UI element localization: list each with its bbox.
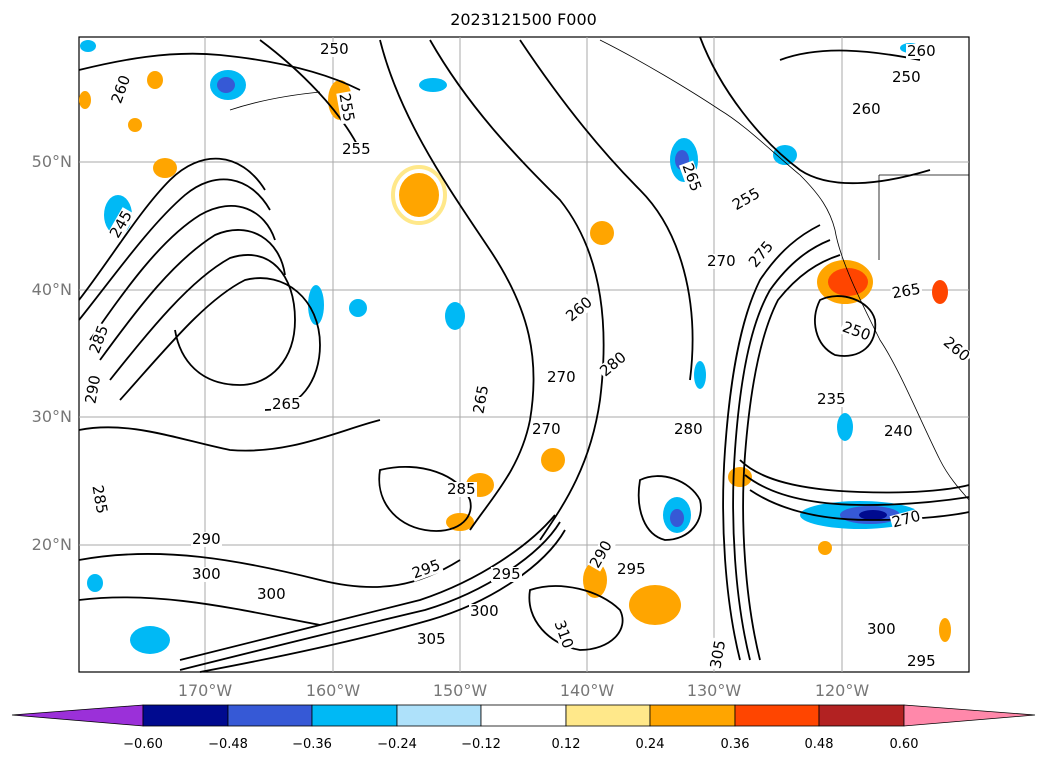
contour-label: 270 [531,420,562,438]
colorbar-tick: 0.36 [720,737,750,752]
lon-label-150w: 150°W [432,681,488,700]
contour-label: 300 [469,602,500,620]
contour-label: 250 [319,40,350,58]
map-title: 2023121500 F000 [450,10,597,29]
contour-label: 285 [446,480,477,498]
contour-label: 270 [546,368,577,386]
lon-label-130w: 130°W [686,681,742,700]
lat-label-40n: 40°N [31,280,72,299]
lat-label-20n: 20°N [31,535,72,554]
lon-label-170w: 170°W [177,681,233,700]
contour-label: 235 [816,390,847,408]
contour-label: 255 [341,140,372,158]
colorbar [11,704,1036,727]
colorbar-tick: 0.12 [551,737,581,752]
contour-label: 300 [866,620,897,638]
coastline [229,39,970,501]
contour-label: 265 [271,395,302,413]
contour-label: 295 [616,560,647,578]
contour-label: 270 [706,252,737,270]
colorbar-tick: −0.12 [461,737,501,752]
lat-label-30n: 30°N [31,407,72,426]
colorbar-tick: −0.36 [292,737,332,752]
lon-label-120w: 120°W [814,681,870,700]
contour-label: 280 [673,420,704,438]
lon-label-160w: 160°W [305,681,361,700]
contour-label: 285 [88,483,112,516]
contour-label: 260 [851,100,882,118]
colorbar-tick: −0.48 [208,737,248,752]
contour-label: 295 [906,652,937,670]
lat-label-50n: 50°N [31,152,72,171]
contour-label: 250 [891,68,922,86]
contour-label: 300 [191,565,222,583]
lon-label-140w: 140°W [559,681,615,700]
colorbar-tick: −0.24 [377,737,417,752]
contour-label: 295 [491,565,522,583]
colorbar-tick: 0.60 [889,737,919,752]
contour-label: 290 [191,530,222,548]
contour-label: 255 [335,91,359,124]
contour-label: 260 [906,42,937,60]
contour-label: 305 [416,630,447,648]
colorbar-tick: −0.60 [123,737,163,752]
contour-label: 240 [883,422,914,440]
contour-lines [78,36,970,673]
colorbar-tick: 0.48 [804,737,834,752]
shaded-anomalies [79,40,951,654]
colorbar-tick: 0.24 [635,737,665,752]
contour-label: 300 [256,585,287,603]
